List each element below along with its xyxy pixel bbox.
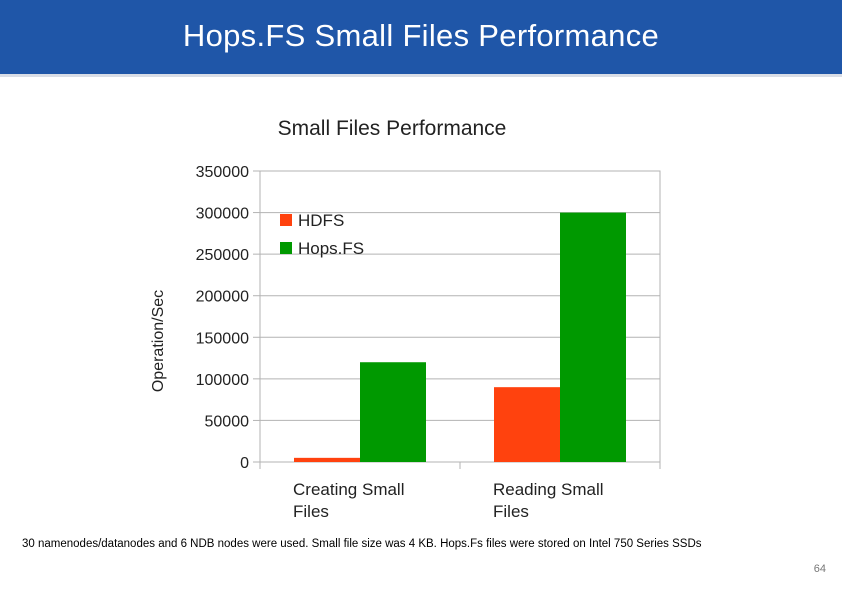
bar-hops-fs-1 (360, 362, 426, 462)
bar-hdfs-1 (294, 457, 360, 462)
y-tick-label: 300000 (196, 206, 249, 223)
legend-swatch (280, 214, 292, 226)
y-axis-label: Operation/Sec (150, 290, 167, 392)
page-number: 64 (813, 563, 826, 575)
y-tick-label: 100000 (196, 372, 249, 389)
x-tick-label: Reading Small Files (493, 480, 604, 521)
y-tick-label: 250000 (196, 247, 249, 264)
y-tick-label: 150000 (196, 330, 249, 347)
y-tick-label: 200000 (196, 289, 249, 306)
legend-label: HDFS (298, 211, 344, 230)
legend-swatch (280, 242, 292, 254)
chart-title: Small Files Performance (278, 117, 507, 140)
bar-hdfs-2 (494, 387, 560, 462)
bar-hops-fs-2 (560, 212, 626, 462)
y-tick-label: 0 (240, 455, 249, 472)
footer-note: 30 namenodes/datanodes and 6 NDB nodes w… (22, 538, 702, 550)
bar-chart: Small Files Performance Operation/Sec 0 5… (150, 117, 661, 521)
x-tick-label: Creating Small Files (293, 480, 405, 521)
y-tick-label: 350000 (196, 164, 249, 181)
legend-label: Hops.FS (298, 239, 364, 258)
y-tick-label: 50000 (205, 413, 250, 430)
slide-title-bar: Hops.FS Small Files Performance (0, 0, 842, 77)
slide-title: Hops.FS Small Files Performance (182, 18, 660, 53)
